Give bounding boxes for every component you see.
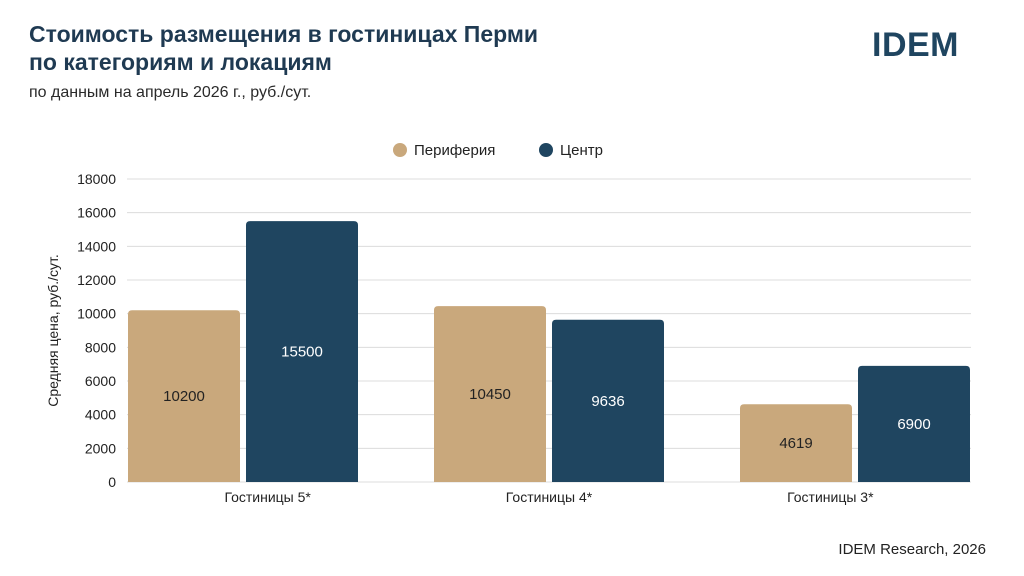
legend-label: Периферия (414, 142, 495, 159)
bar-center (552, 319, 664, 482)
chart-subtitle: по данным на апрель 2026 г., руб./сут. (29, 84, 312, 101)
x-category-label: Гостиницы 3* (787, 489, 874, 505)
chart-title-line-1: Стоимость размещения в гостиницах Перми (29, 21, 539, 47)
y-tick-label: 10000 (77, 306, 116, 322)
y-tick-label: 4000 (85, 407, 116, 423)
y-tick-label: 16000 (77, 205, 116, 221)
y-tick-label: 6000 (85, 373, 116, 389)
bar-value-label: 6900 (897, 416, 930, 433)
bar-value-label: 15500 (281, 344, 323, 361)
chart-title: Стоимость размещения в гостиницах Перми … (29, 20, 729, 76)
legend-swatch-center (539, 143, 553, 157)
y-tick-label: 18000 (77, 171, 116, 187)
bar-value-label: 4619 (779, 435, 812, 452)
bar-value-label: 10450 (469, 386, 511, 403)
y-tick-label: 12000 (77, 272, 116, 288)
bar-periphery (740, 404, 852, 482)
chart-title-line-2: по категориям и локациям (29, 49, 332, 75)
bar-center (246, 221, 358, 483)
bar-periphery (128, 310, 240, 482)
y-tick-label: 0 (108, 474, 116, 490)
x-category-label: Гостиницы 5* (224, 489, 311, 505)
y-axis-label: Средняя цена, руб./сут. (45, 254, 61, 407)
y-tick-label: 14000 (77, 238, 116, 254)
bar-center (858, 365, 970, 482)
idem-logo: IDEM (872, 26, 959, 65)
legend-swatch-periphery (393, 143, 407, 157)
legend-label: Центр (560, 142, 603, 159)
logo-text: IDEM (872, 26, 959, 64)
bar-periphery (434, 306, 546, 482)
y-tick-label: 8000 (85, 339, 116, 355)
bar-value-label: 9636 (591, 393, 624, 410)
source-note: IDEM Research, 2026 (838, 541, 986, 558)
y-tick-label: 2000 (85, 440, 116, 456)
bar-value-label: 10200 (163, 388, 205, 405)
x-category-label: Гостиницы 4* (506, 489, 593, 505)
